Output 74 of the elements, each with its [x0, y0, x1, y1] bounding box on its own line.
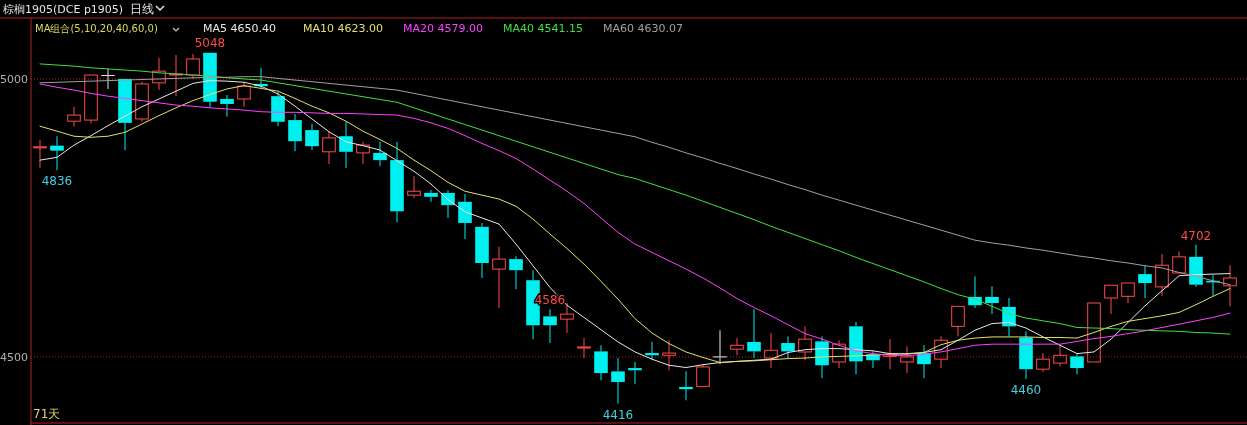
candlestick	[883, 338, 897, 370]
candlestick	[611, 357, 625, 405]
chart-subtitle: 日线	[130, 2, 154, 16]
candlestick	[373, 141, 387, 167]
candlestick	[186, 53, 200, 80]
candlestick	[169, 54, 183, 97]
candlestick	[594, 344, 608, 381]
candlestick	[135, 81, 149, 123]
candlestick	[560, 302, 574, 334]
candlestick	[492, 246, 506, 309]
candlestick	[288, 113, 302, 152]
candlestick	[50, 135, 64, 171]
text: MA5 4650.40	[203, 22, 276, 35]
candlestick	[577, 337, 591, 359]
candlestick	[407, 175, 421, 199]
candlestick	[1138, 264, 1152, 299]
candlestick	[832, 339, 846, 369]
candlestick	[764, 332, 778, 369]
candlestick	[543, 308, 557, 344]
candlestick	[220, 94, 234, 118]
candlestick	[1223, 264, 1237, 307]
candlestick	[1053, 343, 1067, 367]
annotation: 4416	[602, 407, 634, 422]
legend-title: MA组合(5,10,20,40,60,0)	[35, 23, 158, 34]
candlestick	[1155, 253, 1169, 297]
candlestick	[1172, 250, 1186, 274]
candlestick	[424, 189, 438, 203]
candlestick	[1121, 282, 1135, 304]
candlestick	[747, 308, 761, 359]
candlestick	[713, 329, 727, 365]
candlestick	[900, 345, 914, 374]
y-tick-label: 4500	[0, 350, 28, 364]
candlestick	[730, 337, 744, 356]
candlestick	[1189, 244, 1203, 288]
candlestick	[356, 141, 370, 165]
candlestick	[322, 131, 336, 165]
candlestick	[781, 335, 795, 359]
candlestick	[934, 335, 948, 369]
candlestick	[1087, 302, 1101, 363]
candlestick	[475, 222, 489, 279]
candlestick	[1070, 353, 1084, 375]
candlestick	[237, 81, 251, 108]
candlestick	[33, 139, 47, 169]
candlestick	[305, 123, 319, 151]
candlestick	[1019, 330, 1033, 380]
candlestick	[84, 74, 98, 124]
candlestick	[67, 106, 81, 128]
candlestick	[390, 141, 404, 223]
candlestick	[1104, 284, 1118, 315]
candlestick	[339, 121, 353, 169]
candlestick	[271, 91, 285, 127]
chart-title: 棕榈1905(DCE p1905)	[3, 3, 124, 16]
annotation: 4836	[41, 174, 73, 189]
annotation: 5048	[194, 36, 226, 51]
candlestick	[101, 68, 115, 90]
candlestick	[458, 193, 472, 240]
text: MA20 4579.00	[403, 22, 483, 35]
annotation: 4460	[1010, 383, 1042, 398]
candlestick	[985, 285, 999, 315]
candlestick	[662, 339, 676, 371]
text: MA60 4630.07	[603, 22, 683, 35]
annotation: 4702	[1180, 228, 1212, 243]
candlestick	[1036, 352, 1050, 373]
candlestick	[679, 370, 693, 401]
candlestick	[152, 57, 166, 91]
candlestick	[645, 341, 659, 361]
candlestick	[951, 305, 965, 337]
text: MA10 4623.00	[303, 22, 383, 35]
candlestick	[509, 255, 523, 290]
text: MA40 4541.15	[503, 22, 583, 35]
y-tick-label: 5000	[0, 72, 28, 86]
annotation: 71天	[33, 407, 61, 421]
candlestick	[628, 361, 642, 385]
candlestick	[798, 325, 812, 361]
